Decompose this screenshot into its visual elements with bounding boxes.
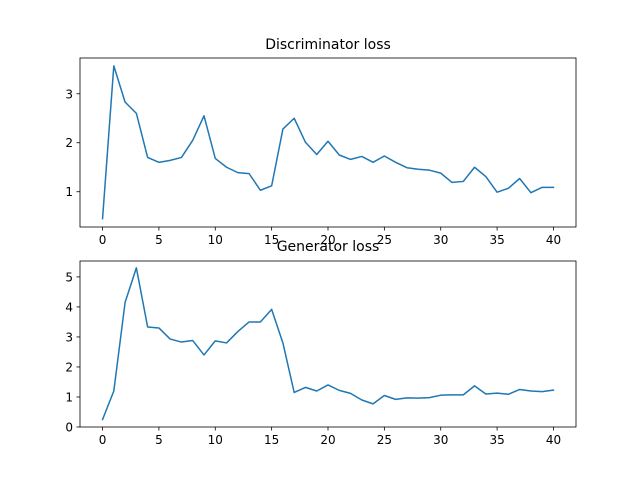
y-tick-label: 2 bbox=[65, 360, 73, 374]
chart-title: Generator loss bbox=[277, 239, 380, 255]
tick-group: 0 5 10 15 20 25 30 35 40 0 1 2 3 4 5 bbox=[65, 270, 561, 447]
x-tick-label: 15 bbox=[264, 233, 279, 247]
series-line bbox=[101, 65, 555, 220]
x-tick-label: 10 bbox=[208, 233, 223, 247]
y-tick-label: 1 bbox=[65, 185, 73, 199]
x-tick-label: 30 bbox=[433, 433, 448, 447]
y-tick-label: 4 bbox=[65, 300, 73, 314]
x-tick-label: 25 bbox=[377, 233, 392, 247]
x-tick-label: 5 bbox=[155, 433, 163, 447]
y-tick-label: 3 bbox=[65, 330, 73, 344]
series-line bbox=[101, 267, 555, 421]
x-tick-label: 15 bbox=[264, 433, 279, 447]
x-tick-label: 40 bbox=[546, 233, 561, 247]
y-tick-label: 0 bbox=[65, 421, 73, 435]
x-tick-label: 25 bbox=[377, 433, 392, 447]
x-tick-label: 20 bbox=[320, 433, 335, 447]
x-tick-label: 5 bbox=[155, 233, 163, 247]
x-tick-label: 10 bbox=[208, 433, 223, 447]
y-tick-label: 3 bbox=[65, 87, 73, 101]
tick-group: 0 5 10 15 20 25 30 35 40 1 2 3 bbox=[65, 87, 561, 247]
x-tick-label: 35 bbox=[489, 433, 504, 447]
x-tick-label: 0 bbox=[99, 233, 107, 247]
x-tick-label: 30 bbox=[433, 233, 448, 247]
y-tick-label: 1 bbox=[65, 390, 73, 404]
discriminator-loss-plot: Discriminator loss 0 5 10 15 20 25 30 35 40 1 2 3 bbox=[65, 37, 577, 247]
axes-frame bbox=[79, 57, 577, 228]
x-tick-label: 0 bbox=[99, 433, 107, 447]
y-tick-label: 2 bbox=[65, 136, 73, 150]
generator-loss-plot: 0 5 10 15 20 25 30 35 40 0 1 2 3 4 5 bbox=[65, 260, 577, 447]
axes-frame bbox=[79, 260, 577, 428]
x-tick-label: 40 bbox=[546, 433, 561, 447]
y-tick-label: 5 bbox=[65, 270, 73, 284]
chart-title: Discriminator loss bbox=[265, 37, 391, 53]
x-tick-label: 35 bbox=[489, 233, 504, 247]
x-tick-label: 20 bbox=[320, 233, 335, 247]
